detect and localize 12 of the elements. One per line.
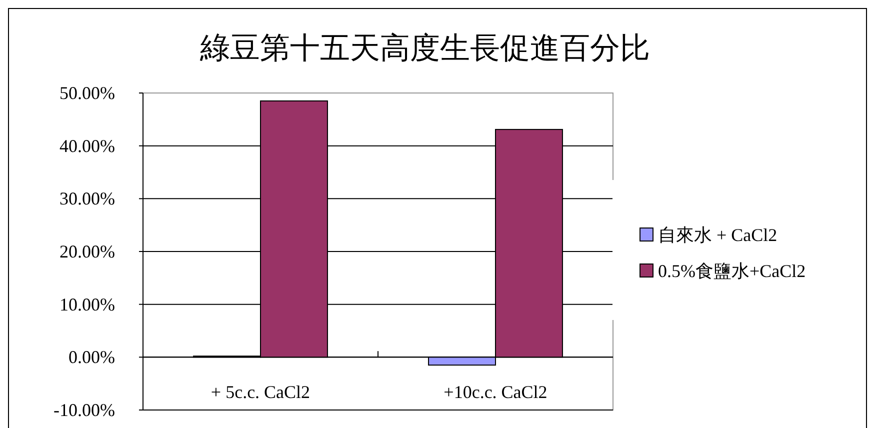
- y-tick-label: 30.00%: [60, 188, 115, 209]
- y-tick-label: -10.00%: [54, 400, 115, 420]
- y-tick-label: 10.00%: [60, 294, 115, 314]
- y-tick-label: 20.00%: [60, 242, 115, 262]
- chart-title: 綠豆第十五天高度生長促進百分比: [199, 32, 650, 65]
- y-tick-label: 50.00%: [60, 83, 115, 103]
- legend-label: 0.5%食鹽水+CaCl2: [658, 261, 806, 281]
- y-tick-label: 40.00%: [60, 136, 115, 156]
- x-tick-label: +10c.c. CaCl2: [444, 382, 548, 402]
- legend-label: 自來水 + CaCl2: [658, 225, 778, 245]
- x-tick-label: + 5c.c. CaCl2: [210, 382, 310, 402]
- y-tick-label: 0.00%: [68, 347, 115, 368]
